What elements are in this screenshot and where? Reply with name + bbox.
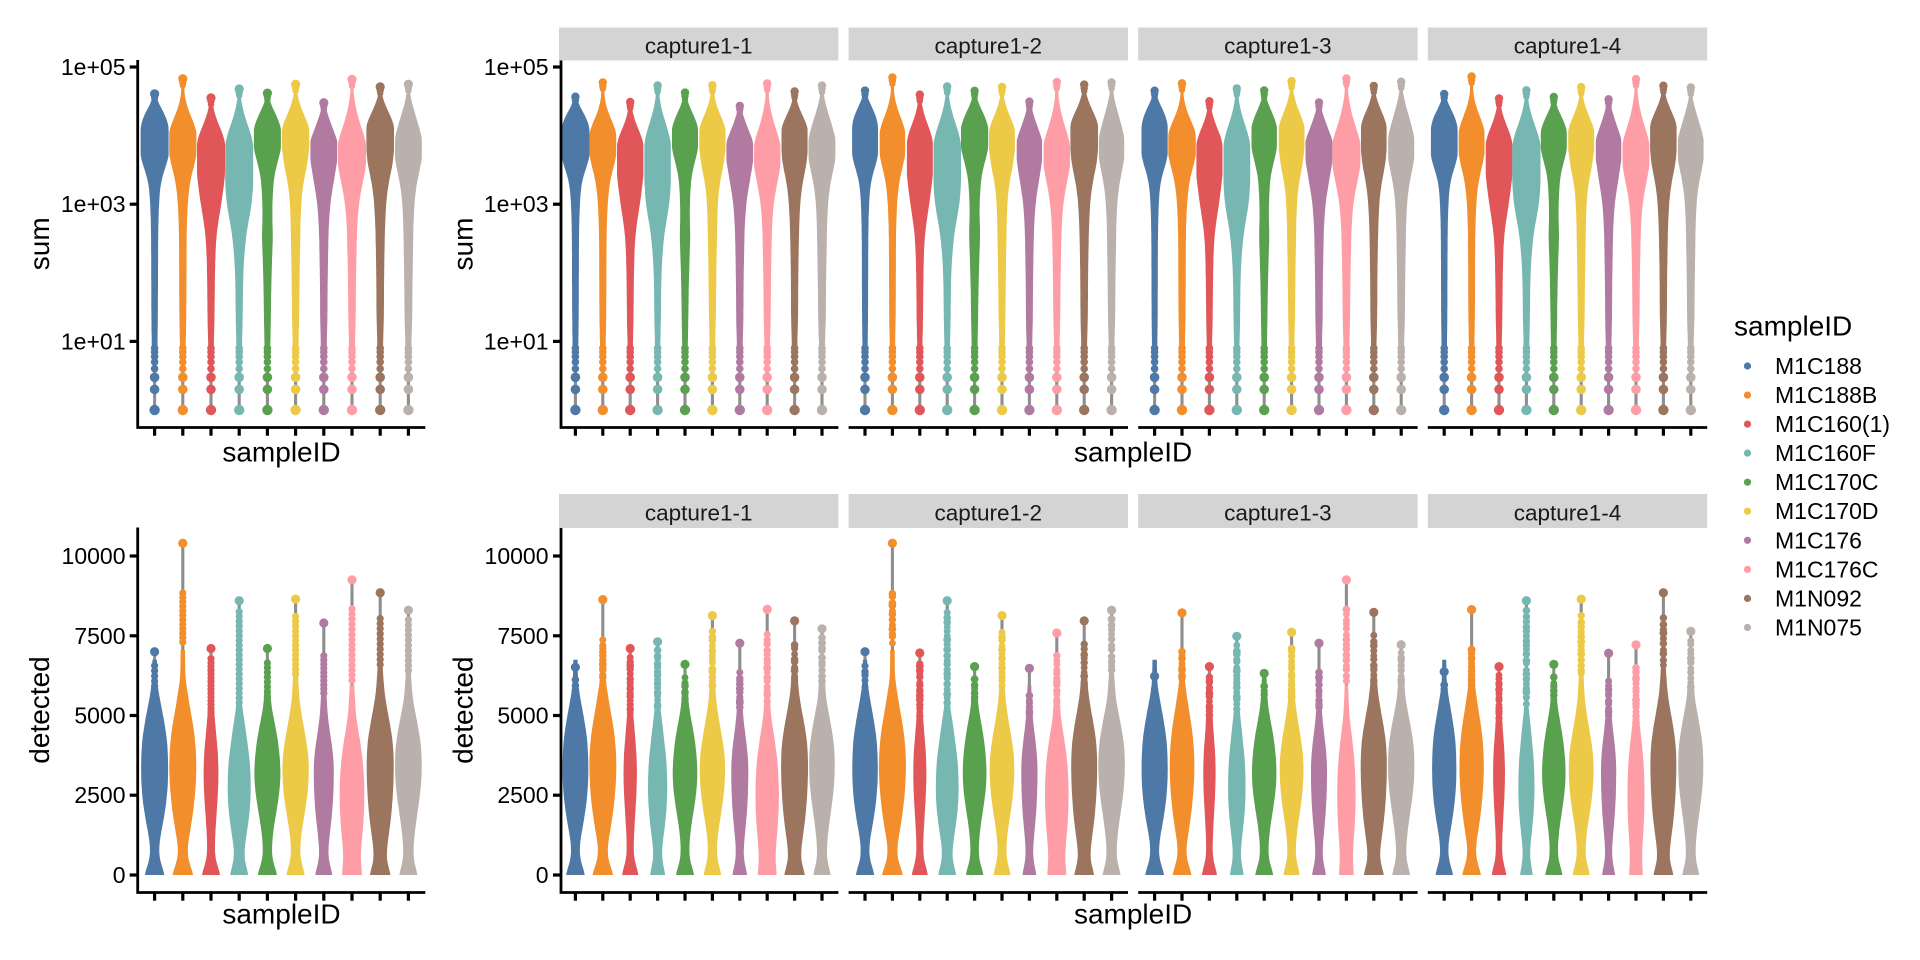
- svg-text:M1C176C: M1C176C: [1775, 556, 1879, 582]
- svg-text:sampleID: sampleID: [222, 437, 340, 468]
- svg-text:7500: 7500: [497, 623, 548, 649]
- svg-text:sampleID: sampleID: [1074, 437, 1192, 468]
- svg-text:1e+05: 1e+05: [61, 54, 126, 80]
- svg-text:sampleID: sampleID: [1074, 899, 1192, 930]
- svg-text:capture1-4: capture1-4: [1514, 501, 1622, 526]
- svg-text:sum: sum: [24, 217, 55, 270]
- svg-text:capture1-2: capture1-2: [935, 501, 1043, 526]
- svg-text:M1C170D: M1C170D: [1775, 498, 1879, 524]
- svg-text:1e+01: 1e+01: [484, 328, 549, 354]
- svg-text:10000: 10000: [485, 543, 549, 569]
- svg-text:1e+03: 1e+03: [61, 191, 126, 217]
- svg-text:1e+01: 1e+01: [61, 328, 126, 354]
- svg-text:capture1-3: capture1-3: [1224, 34, 1332, 59]
- svg-text:7500: 7500: [74, 623, 125, 649]
- svg-text:M1C160(1): M1C160(1): [1775, 411, 1890, 437]
- svg-text:0: 0: [536, 862, 549, 888]
- svg-text:capture1-3: capture1-3: [1224, 501, 1332, 526]
- svg-text:M1C160F: M1C160F: [1775, 440, 1876, 466]
- svg-text:5000: 5000: [74, 703, 125, 729]
- svg-text:2500: 2500: [497, 782, 548, 808]
- svg-text:M1C188: M1C188: [1775, 353, 1862, 379]
- svg-text:5000: 5000: [497, 703, 548, 729]
- svg-text:M1N075: M1N075: [1775, 615, 1862, 641]
- svg-text:1e+03: 1e+03: [484, 191, 549, 217]
- svg-text:0: 0: [113, 862, 126, 888]
- svg-text:1e+05: 1e+05: [484, 54, 549, 80]
- svg-text:sampleID: sampleID: [1734, 311, 1852, 342]
- svg-text:M1C170C: M1C170C: [1775, 469, 1879, 495]
- svg-text:capture1-4: capture1-4: [1514, 34, 1622, 59]
- svg-text:sum: sum: [448, 218, 479, 271]
- svg-text:2500: 2500: [74, 782, 125, 808]
- svg-text:capture1-1: capture1-1: [645, 34, 753, 59]
- svg-text:M1N092: M1N092: [1775, 585, 1862, 611]
- svg-text:detected: detected: [24, 656, 55, 763]
- svg-text:capture1-2: capture1-2: [935, 34, 1043, 59]
- svg-text:M1C176: M1C176: [1775, 527, 1862, 553]
- svg-text:detected: detected: [448, 656, 479, 763]
- svg-text:M1C188B: M1C188B: [1775, 382, 1877, 408]
- svg-text:10000: 10000: [62, 543, 126, 569]
- svg-text:capture1-1: capture1-1: [645, 501, 753, 526]
- svg-text:sampleID: sampleID: [222, 899, 340, 930]
